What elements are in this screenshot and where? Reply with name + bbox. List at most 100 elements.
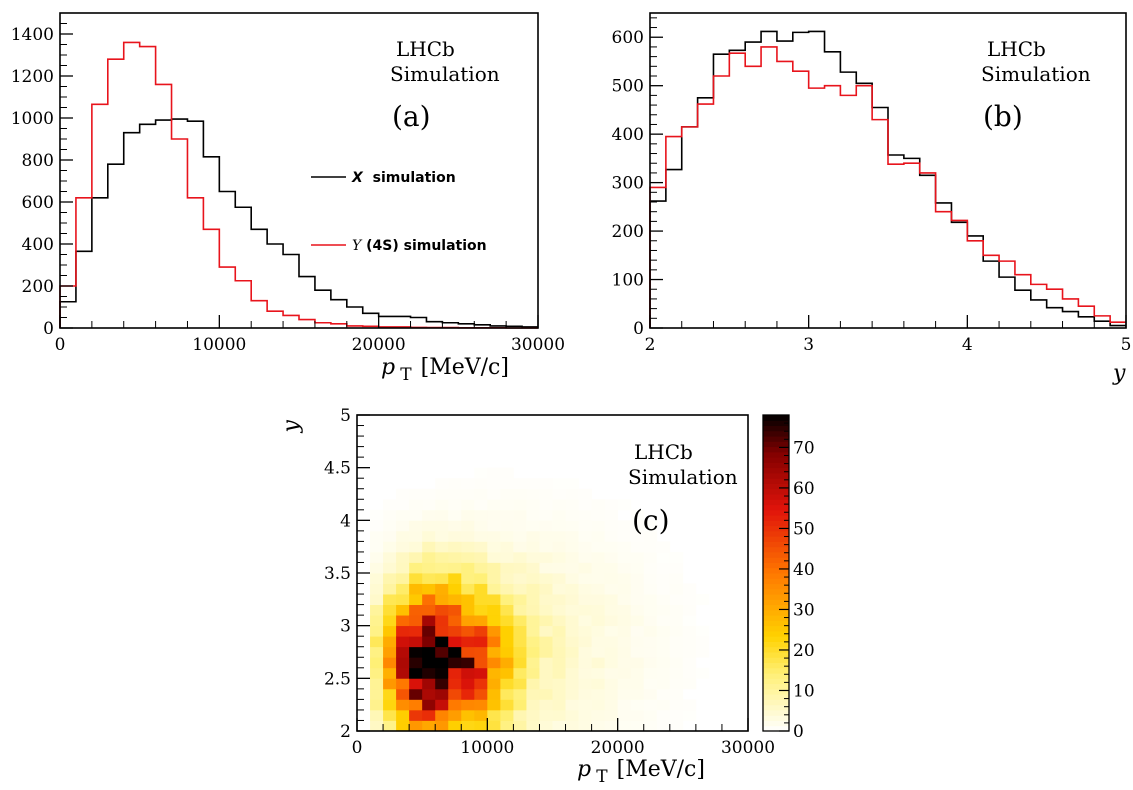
heatmap-cell	[552, 499, 566, 511]
heatmap-cell	[435, 541, 449, 553]
heatmap-cell	[461, 541, 475, 553]
heatmap-cell	[656, 551, 671, 563]
heatmap-cell	[643, 636, 658, 648]
heatmap-cell	[500, 615, 514, 627]
heatmap-cell	[370, 667, 384, 679]
colorbar-segment	[763, 615, 789, 621]
heatmap-cell	[591, 615, 606, 627]
heatmap-cell	[591, 551, 606, 563]
y-tick-label: 400	[22, 235, 54, 255]
colorbar-tick-label: 70	[793, 438, 815, 458]
heatmap-cell	[643, 541, 658, 553]
heatmap-cell	[539, 530, 553, 542]
heatmap-cell	[370, 657, 384, 669]
heatmap-cell	[643, 520, 658, 532]
y-tick-label: 800	[22, 151, 54, 171]
colorbar-segment	[763, 699, 789, 706]
heatmap-cell	[552, 625, 566, 637]
heatmap-cell	[526, 709, 540, 721]
heatmap-cell	[682, 646, 697, 658]
heatmap-cell	[526, 551, 540, 563]
heatmap-cell	[630, 520, 645, 532]
heatmap-cell	[539, 562, 553, 574]
panel-a-legend: X simulation Y (4S) simulation	[311, 170, 487, 254]
heatmap-cell	[487, 636, 501, 648]
heatmap-cell	[500, 499, 514, 511]
heatmap-cell	[578, 488, 592, 500]
heatmap-cell	[422, 646, 436, 658]
heatmap-cell	[383, 541, 397, 553]
heatmap-cell	[396, 509, 410, 521]
heatmap-cell	[474, 709, 488, 721]
heatmap-cell	[695, 646, 710, 658]
heatmap-cell	[487, 604, 501, 616]
heatmap-cell	[682, 699, 697, 711]
heatmap-cell	[617, 646, 632, 658]
heatmap-cell	[500, 467, 514, 479]
heatmap-cell	[513, 530, 527, 542]
heatmap-cell	[682, 604, 697, 616]
heatmap-cell	[409, 583, 423, 595]
heatmap-cell	[591, 573, 606, 584]
heatmap-cell	[656, 720, 671, 732]
heatmap-cell	[578, 530, 592, 542]
heatmap-cell	[526, 667, 540, 679]
heatmap-cell	[448, 699, 462, 711]
heatmap-cell	[409, 604, 423, 616]
heatmap-cell	[565, 678, 579, 690]
heatmap-cell	[435, 530, 449, 542]
heatmap-cell	[500, 688, 514, 700]
heatmap-cell	[643, 573, 658, 584]
colorbar-segment	[763, 720, 789, 727]
heatmap-cell	[461, 499, 475, 511]
heatmap-cell	[591, 583, 606, 595]
colorbar-segment	[763, 457, 789, 463]
heatmap-cell	[682, 625, 697, 637]
heatmap-cell	[526, 699, 540, 711]
heatmap-cell	[604, 699, 619, 711]
heatmap-cell	[539, 678, 553, 690]
heatmap-cell	[435, 720, 449, 732]
heatmap-cell	[656, 678, 671, 690]
heatmap-cell	[448, 573, 462, 584]
heatmap-cell	[487, 657, 501, 669]
heatmap-cell	[422, 720, 436, 732]
heatmap-cell	[617, 688, 632, 700]
heatmap-cell	[500, 562, 514, 574]
heatmap-cell	[526, 604, 540, 616]
heatmap-cell	[500, 551, 514, 563]
heatmap-cell	[682, 657, 697, 669]
y-tick-label: 5	[340, 406, 351, 426]
heatmap-cell	[669, 720, 684, 732]
heatmap-cell	[539, 699, 553, 711]
heatmap-cell	[409, 551, 423, 563]
heatmap-cell	[630, 615, 645, 627]
heatmap-cell	[422, 625, 436, 637]
heatmap-cell	[435, 625, 449, 637]
heatmap-cell	[565, 509, 579, 521]
heatmap-cell	[604, 604, 619, 616]
heatmap-cell	[513, 562, 527, 574]
heatmap-cell	[552, 562, 566, 574]
heatmap-cell	[552, 488, 566, 500]
heatmap-cell	[578, 636, 592, 648]
heatmap-cell	[500, 720, 514, 732]
heatmap-cell	[370, 720, 384, 732]
heatmap-cell	[669, 594, 684, 605]
heatmap-cell	[435, 594, 449, 605]
heatmap-cell	[526, 636, 540, 648]
heatmap-cell	[383, 551, 397, 563]
heatmap-cell	[461, 646, 475, 658]
heatmap-cell	[500, 478, 514, 490]
heatmap-cell	[461, 709, 475, 721]
heatmap-cell	[435, 699, 449, 711]
heatmap-cell	[526, 488, 540, 500]
heatmap-cell	[565, 594, 579, 605]
heatmap-cell	[487, 551, 501, 563]
heatmap-cell	[539, 667, 553, 679]
colorbar-segment	[763, 441, 789, 448]
y-tick-label: 200	[612, 222, 644, 242]
colorbar-segment	[763, 704, 789, 711]
panel-a-histogram: 0 10000 20000 30000 0 200 400 600 800 1000 1200 140…	[11, 12, 565, 385]
heatmap-cell	[604, 509, 619, 521]
